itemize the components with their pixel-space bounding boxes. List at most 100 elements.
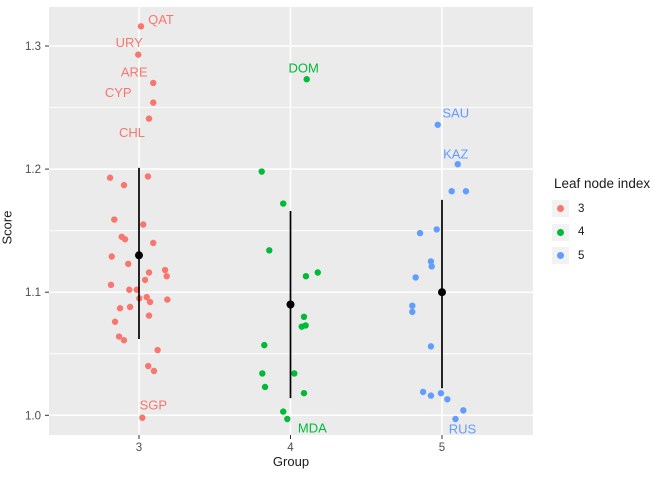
- data-point: [454, 160, 461, 168]
- x-tick-label: 5: [439, 442, 445, 454]
- legend-key: [552, 223, 569, 241]
- legend-item-label: 5: [578, 249, 585, 262]
- data-point: [108, 253, 115, 260]
- data-point: [300, 313, 308, 321]
- data-point: [163, 272, 170, 280]
- y-tick-label: 1.3: [25, 41, 41, 53]
- data-point: [427, 258, 435, 265]
- data-point: [280, 408, 287, 415]
- data-point: [302, 272, 310, 280]
- data-point: [434, 121, 441, 128]
- data-point: [409, 308, 416, 316]
- data-point: [291, 370, 298, 377]
- point-label: CHL: [119, 125, 145, 140]
- legend-dot-icon: [557, 205, 564, 212]
- data-point: [121, 236, 129, 243]
- legend: Leaf node index 3 4 5: [552, 176, 670, 271]
- legend-item-4: 4: [552, 223, 670, 241]
- data-point: [428, 263, 435, 270]
- mean-point: [438, 288, 446, 297]
- data-point: [125, 260, 132, 268]
- data-point: [259, 370, 266, 377]
- data-point: [444, 396, 451, 403]
- point-label: ARE: [121, 64, 148, 79]
- x-tick-label: 4: [287, 442, 294, 454]
- data-point: [150, 79, 157, 87]
- data-point: [433, 226, 440, 233]
- data-point: [120, 337, 128, 344]
- point-label: QAT: [148, 12, 174, 27]
- data-point: [116, 305, 124, 312]
- y-tick-label: 1.2: [25, 164, 41, 176]
- x-axis-title: Group: [272, 454, 310, 469]
- data-point: [139, 414, 146, 421]
- data-point: [261, 341, 268, 349]
- data-point: [460, 407, 467, 414]
- data-point: [120, 181, 128, 189]
- data-point: [303, 76, 310, 83]
- legend-item-5: 5: [552, 247, 670, 264]
- point-label: DOM: [289, 61, 319, 76]
- data-point: [150, 239, 157, 247]
- data-point: [258, 168, 265, 175]
- data-point: [409, 302, 416, 309]
- data-point: [266, 247, 273, 254]
- legend-title: Leaf node index: [554, 176, 651, 191]
- data-point: [126, 303, 134, 311]
- mean-point: [135, 251, 143, 260]
- data-point: [261, 383, 269, 391]
- data-point: [448, 188, 455, 195]
- data-point: [416, 229, 424, 237]
- data-point: [135, 51, 142, 58]
- data-point: [300, 389, 308, 397]
- y-axis-title: Score: [0, 210, 15, 245]
- data-point: [161, 266, 169, 274]
- data-point: [107, 281, 115, 289]
- data-point: [126, 286, 133, 293]
- legend-item-label: 4: [578, 226, 585, 238]
- point-label: SAU: [442, 105, 469, 120]
- data-point: [146, 298, 154, 306]
- data-point: [427, 392, 435, 399]
- x-tick-label: 3: [136, 442, 142, 454]
- data-point: [462, 188, 470, 195]
- y-tick-label: 1.0: [25, 410, 41, 422]
- data-point: [150, 367, 158, 375]
- data-point: [427, 343, 435, 350]
- data-point: [452, 415, 459, 423]
- data-point: [115, 333, 123, 340]
- data-point: [284, 415, 291, 423]
- legend-key: [552, 200, 569, 217]
- legend-item-label: 3: [578, 202, 585, 215]
- data-point: [141, 276, 149, 284]
- point-label: RUS: [449, 421, 477, 436]
- y-tick-label: 1.1: [25, 287, 41, 299]
- point-label: KAZ: [443, 147, 468, 162]
- data-point: [106, 174, 114, 181]
- data-point: [111, 318, 119, 325]
- legend-dot-icon: [557, 228, 564, 236]
- legend-item-3: 3: [552, 200, 670, 217]
- data-point: [111, 216, 118, 223]
- data-point: [314, 269, 321, 276]
- data-point: [144, 173, 152, 180]
- data-point: [145, 115, 153, 122]
- data-point: [140, 221, 147, 228]
- data-point: [143, 293, 150, 301]
- data-point: [437, 389, 445, 397]
- data-point: [145, 269, 153, 276]
- data-point: [150, 99, 157, 106]
- point-label: SGP: [140, 397, 167, 412]
- data-point: [280, 200, 287, 207]
- data-point: [145, 362, 152, 370]
- point-label: URY: [116, 35, 144, 50]
- point-label: CYP: [105, 85, 132, 100]
- data-point: [145, 312, 153, 319]
- data-point: [412, 274, 419, 281]
- data-point: [154, 346, 161, 354]
- data-point: [164, 296, 171, 303]
- data-point: [302, 322, 309, 329]
- data-point: [137, 23, 145, 30]
